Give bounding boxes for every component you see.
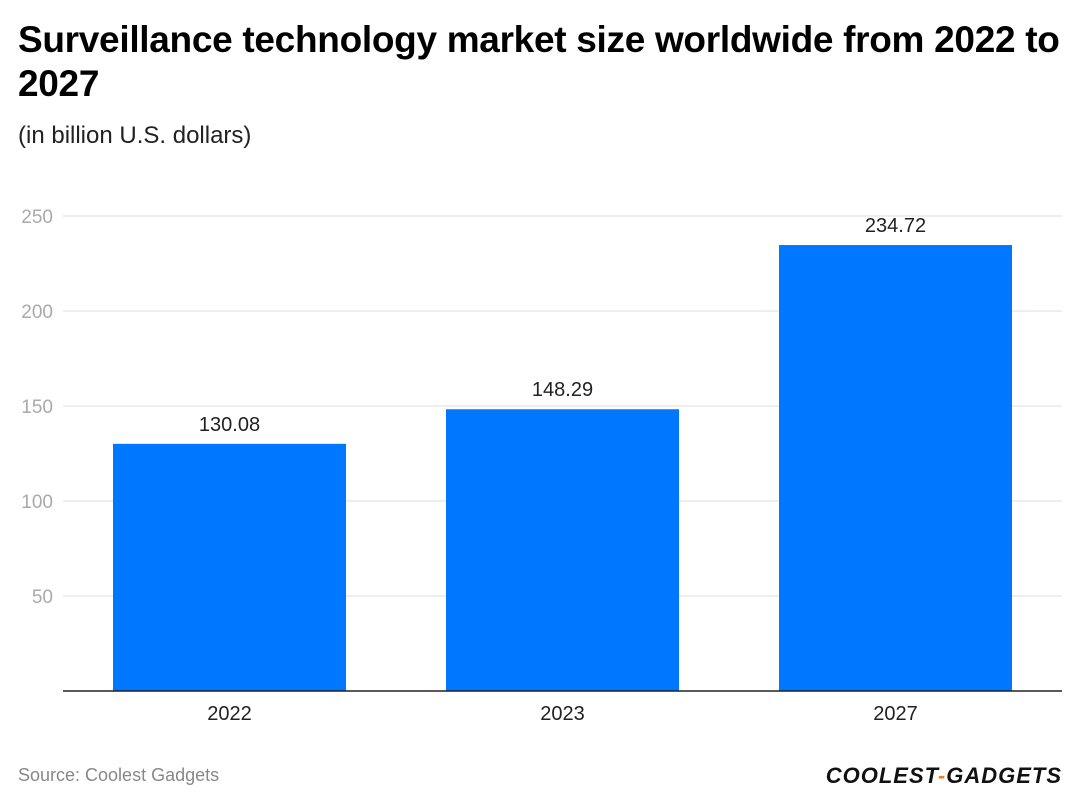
x-tick-label: 2022 [207, 703, 252, 725]
y-tick-label: 150 [21, 397, 53, 418]
brand-left: COOLEST [825, 763, 938, 788]
chart-title: Surveillance technology market size worl… [18, 19, 1060, 104]
x-tick-label: 2023 [540, 703, 585, 725]
brand-separator: - [937, 763, 947, 788]
data-label: 234.72 [865, 215, 926, 237]
y-tick-label: 50 [32, 587, 53, 608]
y-tick-label: 250 [21, 207, 53, 228]
x-tick-label: 2027 [873, 703, 918, 725]
data-label: 148.29 [532, 379, 593, 401]
bar [446, 409, 679, 691]
bar [113, 443, 346, 691]
brand-right: GADGETS [946, 763, 1062, 788]
source-note: Source: Coolest Gadgets [18, 765, 220, 785]
data-label: 130.08 [199, 414, 260, 436]
bar [779, 245, 1012, 692]
y-tick-label: 200 [21, 302, 53, 323]
y-tick-label: 100 [21, 492, 53, 513]
brand-logo: COOLEST-GADGETS [826, 763, 1062, 789]
chart-subtitle: (in billion U.S. dollars) [18, 122, 252, 149]
